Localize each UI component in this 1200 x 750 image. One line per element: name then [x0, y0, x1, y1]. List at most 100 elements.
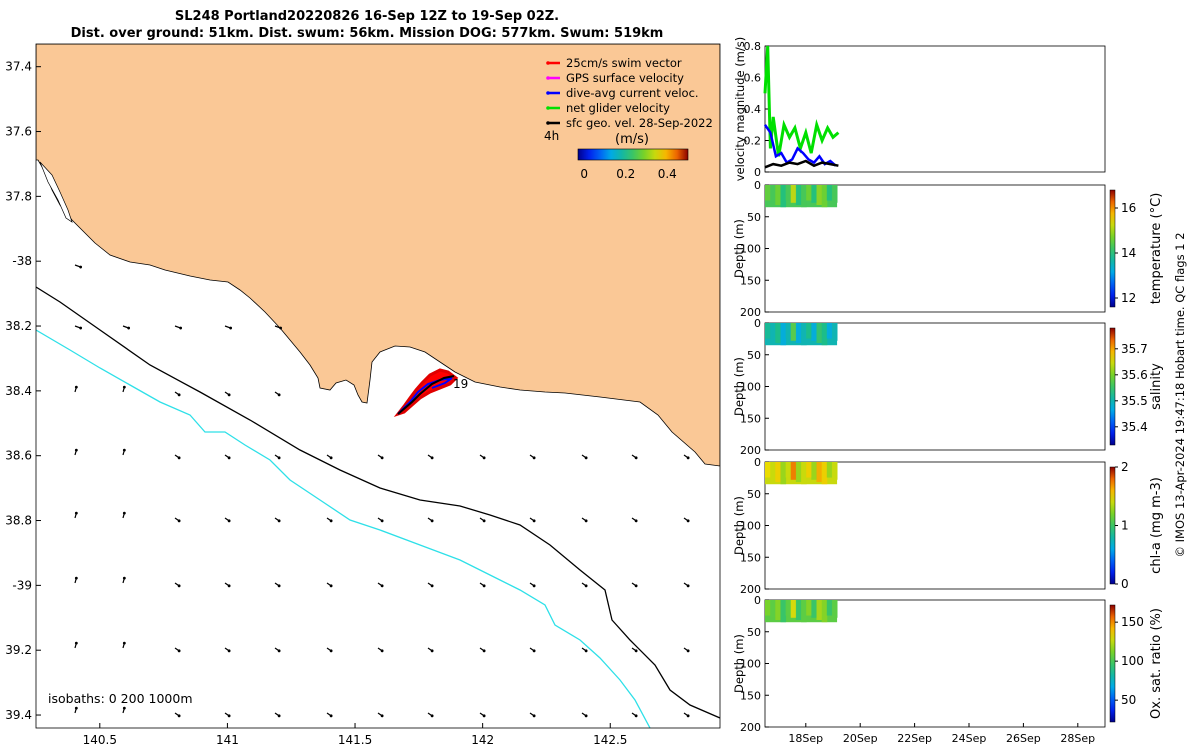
depth-y-tick-label: 150 — [740, 274, 761, 287]
depth-y-tick-label: 200 — [740, 306, 761, 319]
profile-data-cell — [765, 185, 771, 201]
map-plot-area: 19 — [36, 44, 720, 728]
geo-velocity-arrowhead — [482, 714, 486, 718]
depth-y-tick-label: 100 — [740, 658, 761, 671]
geo-velocity-arrowhead — [177, 393, 181, 397]
profile-data-cell — [775, 323, 781, 344]
geo-velocity-arrowhead — [177, 456, 181, 460]
geo-velocity-arrowhead — [380, 649, 384, 653]
map-y-tick-label: -38 — [12, 254, 32, 268]
velocity-y-tick-label: 0.8 — [744, 40, 762, 53]
profile-data-cell — [770, 462, 776, 480]
depth-y-tick-label: 100 — [740, 520, 761, 533]
legend-marker — [546, 121, 550, 125]
profile-data-cell — [811, 600, 817, 618]
geo-velocity-arrowhead — [227, 519, 231, 523]
depth-y-tick-label: 200 — [740, 721, 761, 734]
geo-velocity-arrowhead — [430, 649, 434, 653]
colorbar-tick-label: 35.5 — [1121, 394, 1148, 408]
colorbar-tick-label: 1 — [1121, 519, 1129, 533]
colorbar-tick-label: 2 — [1121, 460, 1129, 474]
land — [36, 44, 720, 467]
profile-data-cell — [780, 323, 787, 346]
profile-data-cell — [806, 323, 812, 339]
profile-data-cell — [801, 185, 807, 208]
legend-interval-label: 4h — [544, 129, 559, 143]
profile-data-cell — [780, 185, 787, 208]
velocity-y-label: velocity magnitude (m/s) — [733, 37, 747, 182]
depth-y-label: Depth (m) — [732, 219, 746, 278]
velocity-y-tick-label: 0.6 — [744, 72, 762, 85]
geo-velocity-arrowhead — [127, 326, 131, 330]
geo-velocity-arrowhead — [584, 714, 588, 718]
geo-velocity-arrowhead — [532, 456, 536, 460]
time-tick-label: 22Sep — [897, 732, 932, 745]
profile-data-cell — [790, 600, 797, 618]
geo-velocity-arrowhead — [634, 456, 638, 460]
legend-label: sfc geo. vel. 28-Sep-2022 — [566, 116, 713, 130]
geo-velocity-arrowhead — [122, 641, 126, 645]
geo-velocity-arrowhead — [532, 714, 536, 718]
profile-data-cell — [811, 462, 817, 480]
geo-velocity-arrowhead — [686, 456, 690, 460]
profile-data-cell — [790, 323, 797, 341]
geo-velocity-arrowhead — [74, 576, 78, 580]
geo-velocity-arrowhead — [277, 393, 281, 397]
map-y-tick-label: 38.8 — [5, 514, 32, 528]
depth-y-label: Depth (m) — [732, 357, 746, 416]
geo-velocity-arrowhead — [532, 649, 536, 653]
map-colorbar-title: (m/s) — [615, 132, 649, 147]
legend-label: 25cm/s swim vector — [566, 56, 682, 70]
footer-copyright: © IMOS 13-Apr-2024 19:47:18 Hobart time.… — [1173, 232, 1187, 557]
geo-velocity-arrowhead — [79, 265, 83, 269]
depth-y-tick-label: 0 — [754, 179, 761, 192]
colorbar-tick-label: 35.7 — [1121, 342, 1148, 356]
profile-data-cell — [785, 600, 792, 616]
profile-data-cell — [790, 185, 797, 203]
profile-data-cell — [826, 323, 833, 339]
profile-data-cell — [826, 185, 833, 201]
geo-velocity-arrowhead — [380, 714, 384, 718]
map-y-tick-label: 37.4 — [5, 60, 32, 74]
legend-label: net glider velocity — [566, 101, 670, 115]
profile-data-cell — [775, 185, 781, 206]
map-x-tick-label: 141.5 — [338, 733, 372, 747]
profile-data-cell — [795, 600, 802, 621]
depth-colorbar — [1109, 189, 1116, 308]
geo-velocity-arrowhead — [74, 448, 78, 452]
map-colorbar-tick-label: 0 — [580, 167, 588, 181]
profile-data-cell — [801, 600, 807, 623]
profile-data-cell — [785, 323, 792, 339]
legend-marker — [546, 91, 550, 95]
geo-velocity-arrowhead — [227, 456, 231, 460]
geo-velocity-arrowhead — [329, 714, 333, 718]
geo-velocity-arrowhead — [634, 519, 638, 523]
profile-data-cell — [816, 462, 823, 483]
depth-y-label: Depth (m) — [732, 496, 746, 555]
colorbar-tick-label: 16 — [1121, 201, 1136, 215]
coastal-lake — [39, 161, 73, 223]
depth-y-tick-label: 50 — [747, 211, 761, 224]
geo-velocity-arrowhead — [634, 649, 638, 653]
map-y-tick-label: 37.6 — [5, 125, 32, 139]
geo-velocity-arrowhead — [122, 576, 126, 580]
profile-data-cell — [806, 185, 812, 201]
geo-velocity-arrowhead — [329, 519, 333, 523]
velocity-y-tick-label: 0.4 — [744, 103, 762, 116]
profile-data-cell — [821, 323, 828, 346]
colorbar-label: temperature (°C) — [1149, 193, 1164, 305]
geo-velocity-arrowhead — [686, 584, 690, 588]
colorbar-tick-label: 12 — [1121, 291, 1136, 305]
glider-track — [393, 368, 459, 417]
depth-colorbar — [1109, 604, 1116, 723]
velocity-y-tick-label: 0.2 — [744, 135, 762, 148]
geo-velocity-arrowhead — [277, 584, 281, 588]
profile-data-cell — [821, 462, 828, 485]
geo-velocity-arrowhead — [482, 584, 486, 588]
geo-velocity-arrowhead — [177, 714, 181, 718]
geo-velocity-arrowhead — [380, 584, 384, 588]
map-y-tick-label: 39.2 — [5, 643, 32, 657]
geo-velocity-arrowhead — [277, 519, 281, 523]
